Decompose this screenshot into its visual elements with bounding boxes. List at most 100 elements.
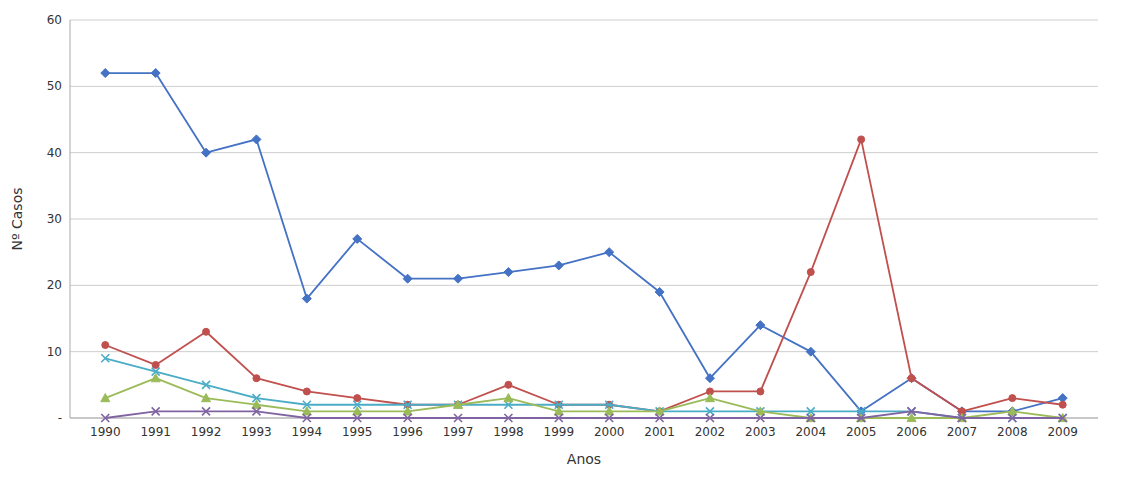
x-tick-label: 2005 bbox=[846, 425, 877, 439]
point-marker bbox=[353, 414, 361, 422]
grid bbox=[70, 20, 1098, 418]
x-tick-label: 2009 bbox=[1047, 425, 1078, 439]
x-tick-label: 1992 bbox=[191, 425, 222, 439]
point-marker bbox=[302, 294, 311, 303]
point-marker bbox=[253, 375, 260, 382]
point-marker bbox=[605, 248, 614, 257]
point-marker bbox=[252, 407, 260, 415]
point-marker bbox=[102, 342, 109, 349]
x-tick-label: 2003 bbox=[745, 425, 776, 439]
point-marker bbox=[504, 414, 512, 422]
y-axis-label: Nº Casos bbox=[9, 187, 25, 250]
point-marker bbox=[455, 401, 462, 408]
grid-line bbox=[70, 86, 1098, 87]
point-marker bbox=[152, 407, 160, 415]
point-marker bbox=[555, 414, 563, 422]
x-tick-label: 1993 bbox=[241, 425, 272, 439]
point-marker bbox=[1008, 414, 1016, 422]
point-marker bbox=[101, 69, 110, 78]
point-marker bbox=[303, 388, 310, 395]
series-line bbox=[105, 358, 1062, 418]
x-tick-label: 1998 bbox=[493, 425, 524, 439]
x-axis-label: Anos bbox=[567, 451, 601, 467]
x-tick-labels: 1990199119921993199419951996199719981999… bbox=[90, 425, 1078, 439]
grid-line bbox=[70, 152, 1098, 153]
x-tick-label: 1997 bbox=[443, 425, 474, 439]
point-marker bbox=[706, 414, 714, 422]
x-tick-label: 2006 bbox=[896, 425, 927, 439]
point-marker bbox=[202, 394, 211, 402]
point-marker bbox=[908, 375, 915, 382]
point-marker bbox=[1059, 414, 1067, 422]
series-line bbox=[105, 73, 1062, 411]
x-tick-label: 2008 bbox=[997, 425, 1028, 439]
point-marker bbox=[807, 269, 814, 276]
series bbox=[102, 136, 1066, 415]
y-tick-label: 50 bbox=[47, 79, 62, 93]
point-marker bbox=[151, 69, 160, 78]
y-tick-label: 10 bbox=[47, 345, 62, 359]
grid-line bbox=[70, 20, 1098, 21]
point-marker bbox=[655, 287, 664, 296]
y-tick-label: 60 bbox=[47, 13, 62, 27]
point-marker bbox=[202, 407, 210, 415]
point-marker bbox=[203, 328, 210, 335]
point-marker bbox=[403, 274, 412, 283]
y-tick-label: 30 bbox=[47, 212, 62, 226]
point-marker bbox=[101, 414, 109, 422]
y-tick-labels: -102030405060 bbox=[47, 13, 62, 425]
x-tick-label: 1990 bbox=[90, 425, 121, 439]
grid-line bbox=[70, 351, 1098, 352]
point-marker bbox=[101, 394, 110, 402]
point-marker bbox=[705, 394, 714, 402]
grid-line bbox=[70, 219, 1098, 220]
point-marker bbox=[656, 414, 664, 422]
chart-container: -102030405060199019911992199319941995199… bbox=[0, 0, 1122, 480]
y-tick-label: 20 bbox=[47, 278, 62, 292]
series-line bbox=[105, 378, 1062, 418]
x-tick-label: 2000 bbox=[594, 425, 625, 439]
point-marker bbox=[353, 234, 362, 243]
point-marker bbox=[1009, 395, 1016, 402]
x-tick-label: 2007 bbox=[947, 425, 978, 439]
point-marker bbox=[656, 408, 663, 415]
x-tick-label: 2004 bbox=[795, 425, 826, 439]
point-marker bbox=[554, 261, 563, 270]
point-marker bbox=[151, 374, 160, 382]
series bbox=[101, 69, 1067, 416]
grid-line bbox=[70, 285, 1098, 286]
point-marker bbox=[858, 136, 865, 143]
point-marker bbox=[806, 347, 815, 356]
x-tick-label: 2001 bbox=[644, 425, 675, 439]
series bbox=[101, 407, 1066, 422]
point-marker bbox=[454, 274, 463, 283]
point-marker bbox=[1059, 401, 1066, 408]
y-tick-label: - bbox=[58, 411, 62, 425]
point-marker bbox=[605, 414, 613, 422]
x-tick-label: 1994 bbox=[292, 425, 323, 439]
series-line bbox=[105, 411, 1062, 418]
point-marker bbox=[908, 407, 916, 415]
series-line bbox=[105, 139, 1062, 411]
x-tick-label: 1996 bbox=[392, 425, 423, 439]
point-marker bbox=[354, 395, 361, 402]
chart-svg: -102030405060199019911992199319941995199… bbox=[0, 0, 1122, 480]
point-marker bbox=[505, 381, 512, 388]
point-marker bbox=[152, 361, 159, 368]
point-marker bbox=[454, 401, 462, 409]
point-marker bbox=[756, 321, 765, 330]
point-marker bbox=[756, 414, 764, 422]
point-marker bbox=[202, 381, 210, 389]
point-marker bbox=[807, 414, 815, 422]
point-marker bbox=[404, 414, 412, 422]
point-marker bbox=[454, 414, 462, 422]
point-marker bbox=[857, 414, 865, 422]
y-axis-line bbox=[70, 20, 71, 418]
point-marker bbox=[504, 268, 513, 277]
series bbox=[101, 354, 1066, 422]
series bbox=[101, 374, 1067, 422]
plot-area bbox=[101, 69, 1067, 422]
x-tick-label: 1999 bbox=[544, 425, 575, 439]
x-tick-label: 2002 bbox=[695, 425, 726, 439]
point-marker bbox=[705, 374, 714, 383]
